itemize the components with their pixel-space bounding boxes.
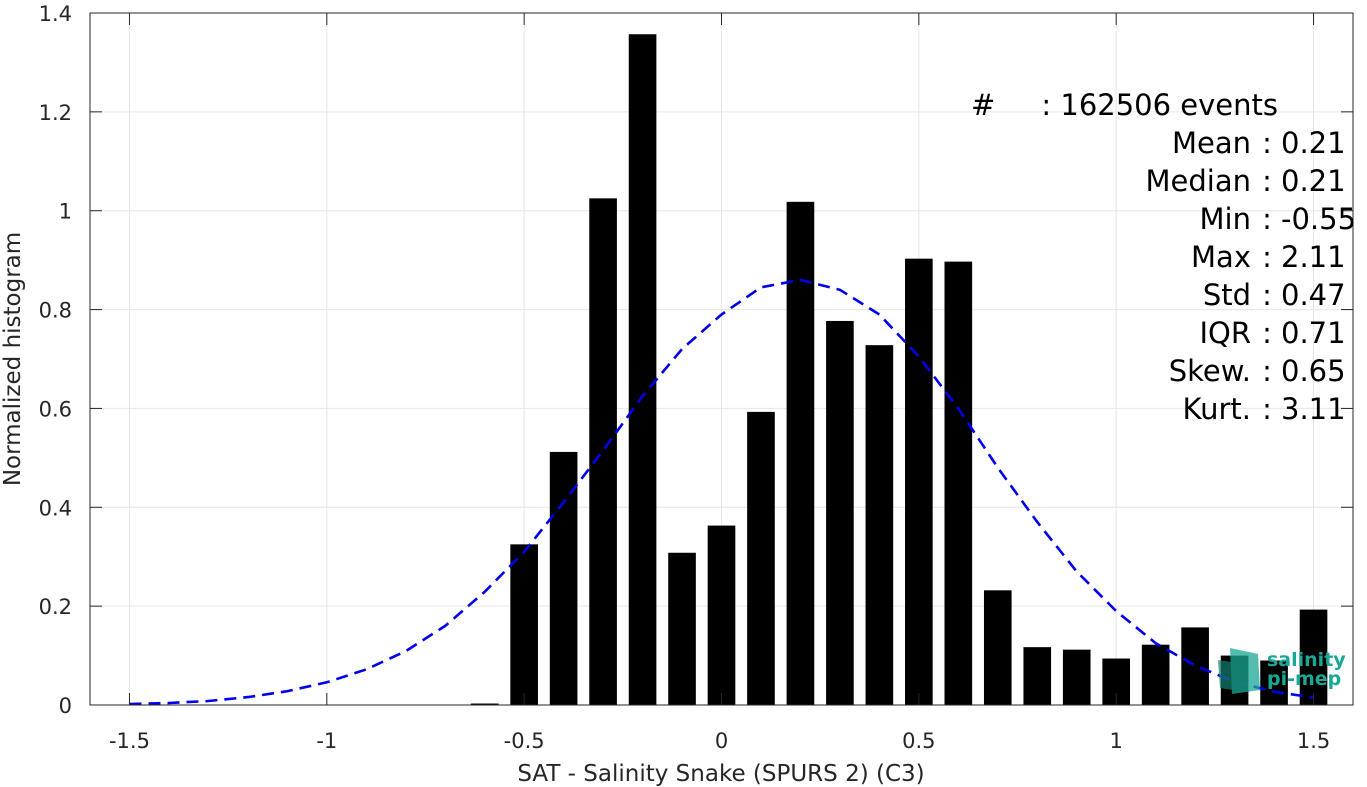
stats-key: Skew. [1169, 354, 1251, 388]
stats-colon: : [1262, 202, 1272, 236]
salinity-pimep-logo: salinity pi-mep [1218, 648, 1346, 694]
y-tick-label: 0.8 [39, 299, 72, 323]
stats-key: Kurt. [1183, 392, 1251, 426]
stats-colon: : [1262, 392, 1272, 426]
y-tick-label: 0.4 [39, 496, 72, 520]
y-axis-ticks: 0 0.2 0.4 0.6 0.8 1 1.2 1.4 [39, 2, 1353, 718]
stats-colon: : [1262, 316, 1272, 350]
logo-line2: pi-mep [1267, 668, 1341, 690]
histogram-bar [589, 198, 617, 705]
x-tick-label: 1 [1110, 729, 1123, 753]
x-tick-label: 0.5 [902, 729, 935, 753]
y-tick-label: 0.6 [39, 397, 72, 421]
stats-value: 0.65 [1281, 354, 1346, 388]
histogram-bar [1141, 644, 1170, 705]
x-tick-label: -0.5 [504, 729, 545, 753]
x-tick-label: -1 [316, 729, 337, 753]
histogram-bar [983, 590, 1012, 705]
stats-value: -0.55 [1281, 202, 1356, 236]
stats-hash-label: # [971, 88, 995, 122]
y-tick-label: 0.2 [39, 595, 72, 619]
histogram-bars [470, 34, 1328, 706]
stats-value: 2.11 [1281, 240, 1346, 274]
stats-colon: : [1262, 126, 1272, 160]
histogram-bar [865, 345, 894, 705]
stats-colon: : [1262, 354, 1272, 388]
stats-key: IQR [1199, 316, 1251, 350]
stats-key: Min [1200, 202, 1251, 236]
histogram-bar [1023, 647, 1052, 705]
stats-value: 0.21 [1281, 164, 1346, 198]
histogram-bar [826, 320, 854, 705]
histogram-bar [905, 258, 933, 705]
logo-line1: salinity [1267, 649, 1346, 671]
stats-value: 0.71 [1281, 316, 1346, 350]
histogram-bar [944, 261, 973, 705]
histogram-bar [1299, 609, 1328, 705]
statistics-box: #: 162506 eventsMean:0.21Median:0.21Min:… [971, 88, 1356, 426]
x-tick-label: -1.5 [109, 729, 150, 753]
stats-colon: : [1262, 240, 1272, 274]
x-axis-label: SAT - Salinity Snake (SPURS 2) (C3) [517, 761, 924, 787]
logo-cube-shadow-icon [1218, 660, 1246, 692]
stats-events-value: : 162506 events [1041, 88, 1278, 122]
stats-colon: : [1262, 164, 1272, 198]
stats-key: Mean [1172, 126, 1251, 160]
histogram-bar [747, 411, 775, 705]
histogram-bar [628, 34, 657, 706]
histogram-bar [1260, 660, 1288, 705]
stats-value: 0.47 [1281, 278, 1346, 312]
y-tick-label: 1.4 [39, 2, 72, 26]
stats-key: Median [1146, 164, 1251, 198]
stats-value: 3.11 [1281, 392, 1346, 426]
stats-key: Max [1191, 240, 1251, 274]
histogram-bar [786, 201, 815, 705]
histogram-bar [1181, 627, 1209, 705]
y-tick-label: 1 [59, 200, 72, 224]
normal-fit-curve [129, 278, 1314, 706]
histogram-bar [549, 451, 578, 705]
y-tick-label: 0 [59, 694, 72, 718]
histogram-bar [470, 703, 499, 705]
x-axis-ticks: -1.5 -1 -0.5 0 0.5 1 1.5 [109, 13, 1330, 753]
stats-key: Std [1203, 278, 1251, 312]
histogram-bar [1062, 649, 1091, 705]
stats-value: 0.21 [1281, 126, 1346, 160]
histogram-bar [510, 544, 538, 705]
x-tick-label: 0 [715, 729, 728, 753]
y-axis-label: Normalized histogram [0, 232, 26, 486]
y-tick-label: 1.2 [39, 101, 72, 125]
histogram-bar [668, 552, 696, 705]
histogram-bar [707, 525, 736, 705]
x-tick-label: 1.5 [1297, 729, 1330, 753]
stats-colon: : [1262, 278, 1272, 312]
